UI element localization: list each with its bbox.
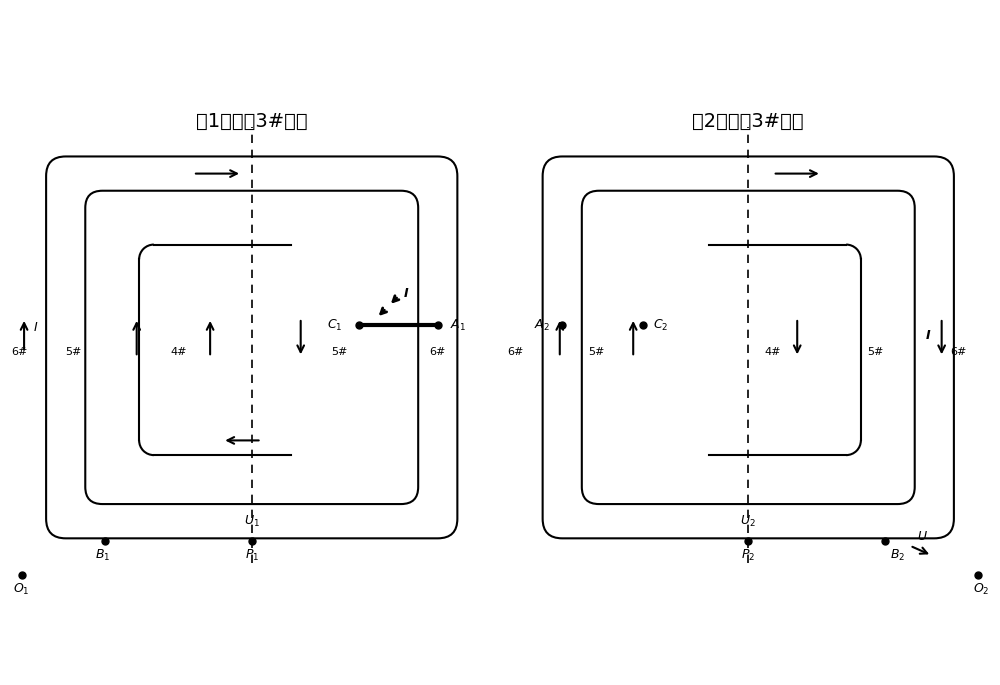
Text: $A_2$: $A_2$	[534, 318, 550, 333]
Text: 6#: 6#	[508, 347, 524, 358]
Text: I: I	[404, 287, 408, 300]
Text: $O_2$: $O_2$	[973, 582, 989, 597]
Text: $U_2$: $U_2$	[740, 514, 756, 529]
Text: 4#: 4#	[764, 347, 781, 358]
Text: $A_1$: $A_1$	[450, 318, 466, 333]
Text: $B_1$: $B_1$	[95, 548, 110, 563]
Text: $P_2$: $P_2$	[741, 548, 755, 563]
Text: $C_1$: $C_1$	[327, 318, 342, 333]
Text: U: U	[917, 530, 926, 543]
Text: 6#: 6#	[11, 347, 27, 358]
Text: $C_2$: $C_2$	[653, 318, 668, 333]
Text: $O_1$: $O_1$	[13, 582, 30, 597]
Text: 6#: 6#	[951, 347, 967, 358]
Text: $B_2$: $B_2$	[890, 548, 905, 563]
Text: 5#: 5#	[332, 347, 348, 358]
Text: 4#: 4#	[170, 347, 187, 358]
Text: 极1绕组的3#线圈: 极1绕组的3#线圈	[196, 112, 308, 132]
Text: $P_1$: $P_1$	[245, 548, 259, 563]
Text: 5#: 5#	[588, 347, 605, 358]
Text: 6#: 6#	[430, 347, 446, 358]
Text: 5#: 5#	[65, 347, 81, 358]
Text: 极2绕组的3#线圈: 极2绕组的3#线圈	[692, 112, 804, 132]
Text: 5#: 5#	[867, 347, 884, 358]
Text: $U_1$: $U_1$	[244, 514, 260, 529]
Text: I: I	[34, 321, 38, 334]
Text: I: I	[926, 329, 930, 342]
